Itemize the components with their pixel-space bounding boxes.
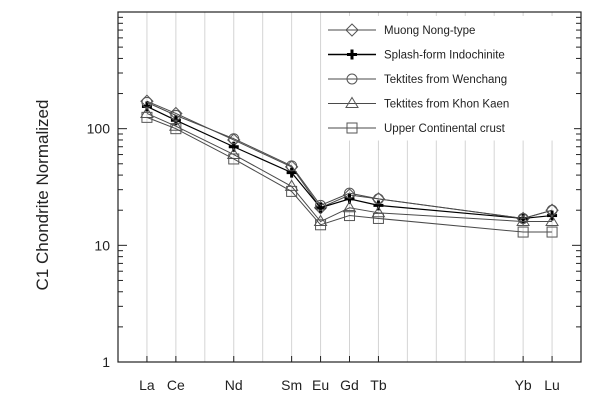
legend-item: Tektites from Wenchang (328, 73, 507, 86)
data-point-square (228, 153, 240, 165)
data-point-square (286, 185, 298, 197)
series-line (146, 101, 553, 219)
series-lines (140, 94, 559, 238)
y-tick-label: 100 (87, 121, 111, 137)
legend-label: Tektites from Wenchang (384, 74, 507, 86)
data-point-triangle (345, 96, 359, 108)
data-point-diamond (313, 201, 328, 215)
data-point-plus (315, 202, 326, 213)
series-line (146, 116, 553, 233)
data-point-plus (286, 167, 297, 178)
data-point-square (346, 122, 358, 134)
data-point-circle (517, 212, 529, 224)
legend-box (324, 16, 574, 141)
x-tick-label: Tb (370, 377, 387, 393)
data-point-circle (372, 193, 384, 205)
legend-marker (347, 49, 357, 60)
data-point-circle (344, 187, 355, 199)
data-point-diamond (345, 23, 359, 37)
data-point-square (170, 123, 182, 135)
data-point-square (517, 226, 529, 238)
data-point-triangle (284, 179, 299, 191)
data-point-square (546, 226, 558, 238)
legend-item: Muong Nong-type (328, 23, 475, 37)
legend: Muong Nong-type Splash-form Indochinite Te… (324, 16, 574, 141)
data-point-triangle (168, 119, 183, 131)
data-point-triangle (516, 214, 531, 227)
legend-marker (345, 96, 359, 108)
y-tick-labels: 1 10 100 (87, 121, 111, 370)
y-tick-label: 1 (102, 354, 110, 370)
data-point-diamond (516, 211, 530, 226)
legend-marker (345, 23, 359, 37)
data-point-square (372, 212, 384, 224)
legend-marker (346, 73, 358, 85)
x-tick-label: La (139, 377, 155, 393)
y-tick-label: 10 (94, 237, 110, 253)
x-tick-label: Gd (340, 377, 359, 393)
x-tick-label: Lu (544, 377, 560, 393)
series-line (146, 113, 553, 223)
x-tick-labels: La Ce Nd Sm Eu Gd Tb Yb Lu (139, 377, 560, 393)
legend-item: Splash-form Indochinite (328, 49, 505, 62)
legend-item: Tektites from Khon Kaen (328, 96, 509, 111)
legend-label: Upper Continental crust (384, 123, 506, 135)
data-point-triangle (545, 214, 559, 227)
data-point-circle (346, 73, 358, 85)
data-point-triangle (371, 205, 386, 218)
x-tick-label: Sm (281, 377, 302, 393)
legend-label: Splash-form Indochinite (384, 50, 505, 62)
data-point-plus (347, 49, 357, 60)
x-tick-label: Eu (312, 377, 329, 393)
data-point-square (344, 210, 355, 222)
legend-item: Upper Continental crust (328, 122, 506, 135)
data-point-square (315, 219, 327, 231)
x-tick-label: Nd (225, 377, 243, 393)
data-point-square (141, 111, 153, 123)
legend-label: Muong Nong-type (384, 25, 475, 37)
legend-label: Tektites from Khon Kaen (384, 99, 509, 111)
data-point-triangle (342, 200, 357, 213)
y-axis-title: C1 Chondrite Normalized (33, 100, 52, 291)
x-tick-label: Yb (515, 377, 532, 393)
legend-marker (346, 122, 358, 134)
series-5 (141, 111, 558, 238)
x-tick-label: Ce (167, 377, 185, 393)
data-point-circle (315, 199, 327, 211)
data-point-triangle (313, 214, 328, 227)
data-point-circle (228, 133, 240, 145)
data-point-plus (373, 200, 384, 211)
data-point-circle (286, 160, 298, 172)
